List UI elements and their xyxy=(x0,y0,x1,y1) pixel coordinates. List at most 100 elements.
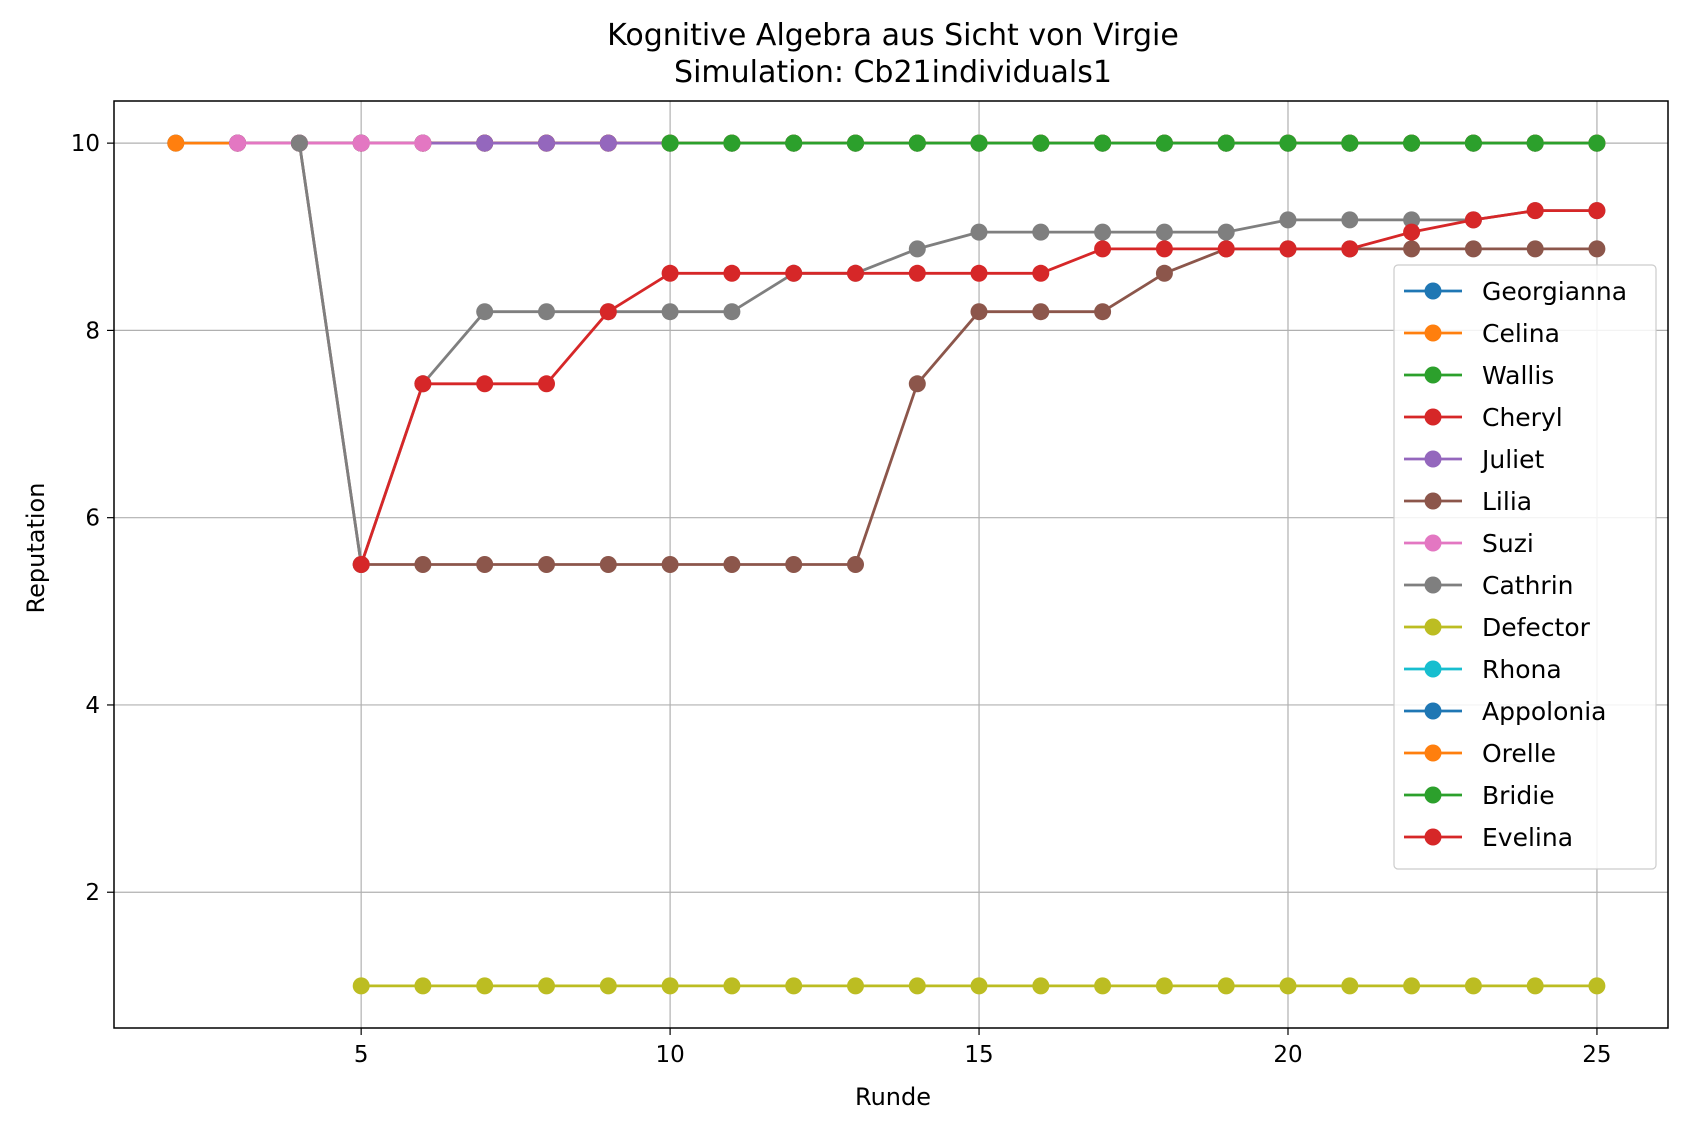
legend-label: Rhona xyxy=(1482,655,1562,684)
data-point-defector xyxy=(1279,977,1297,995)
data-point-suzi xyxy=(352,134,370,152)
legend-entry-suzi: Suzi xyxy=(1404,529,1534,558)
chart-title: Kognitive Algebra aus Sicht von Virgie xyxy=(607,18,1179,53)
legend-entry-lilia: Lilia xyxy=(1404,487,1532,516)
legend-label: Wallis xyxy=(1482,361,1554,390)
data-point-bridie xyxy=(1094,134,1112,152)
data-point-evelina xyxy=(1155,240,1173,258)
data-point-lilia xyxy=(476,556,494,573)
data-point-evelina xyxy=(414,375,432,393)
data-point-defector xyxy=(785,977,803,995)
data-point-defector xyxy=(1526,977,1544,995)
data-point-defector xyxy=(1217,977,1235,995)
legend-entry-defector: Defector xyxy=(1404,613,1591,642)
data-point-lilia xyxy=(1155,264,1173,282)
legend-marker xyxy=(1424,618,1442,636)
data-point-evelina xyxy=(1403,223,1421,241)
data-point-cathrin xyxy=(1403,211,1421,229)
series-bridie xyxy=(661,134,1606,152)
legend: Georgianna Celina Wallis Cheryl Juliet Lilia S… xyxy=(1393,264,1657,870)
legend-marker xyxy=(1424,366,1442,384)
data-point-bridie xyxy=(1403,134,1421,152)
legend-entry-juliet: Juliet xyxy=(1404,445,1544,474)
data-point-cathrin xyxy=(1279,211,1297,229)
data-point-defector xyxy=(970,977,988,995)
data-point-defector xyxy=(599,977,617,995)
legend-marker xyxy=(1424,408,1442,426)
data-point-evelina xyxy=(661,264,679,282)
data-point-juliet xyxy=(538,134,555,152)
data-point-cathrin xyxy=(538,303,555,321)
legend-entry-georgianna: Georgianna xyxy=(1404,277,1627,306)
plot-series xyxy=(167,134,1606,995)
data-point-bridie xyxy=(908,134,926,152)
data-point-cathrin xyxy=(723,303,741,321)
y-tick-label: 6 xyxy=(85,506,100,532)
series-evelina xyxy=(352,202,1606,573)
data-point-bridie xyxy=(1464,134,1482,152)
data-point-defector xyxy=(908,977,926,995)
legend-entry-evelina: Evelina xyxy=(1404,823,1573,852)
y-tick-label: 10 xyxy=(71,131,100,157)
y-tick-label: 4 xyxy=(85,693,100,719)
data-point-evelina xyxy=(908,264,926,282)
data-point-cathrin xyxy=(1341,211,1359,229)
legend-marker xyxy=(1424,576,1442,594)
data-point-cathrin xyxy=(290,134,308,152)
data-point-evelina xyxy=(1217,240,1235,258)
data-point-bridie xyxy=(1217,134,1235,152)
data-point-defector xyxy=(414,977,432,995)
data-point-evelina xyxy=(723,264,741,282)
data-point-evelina xyxy=(599,303,617,321)
data-point-defector xyxy=(476,977,494,995)
legend-label: Bridie xyxy=(1482,781,1555,810)
data-point-defector xyxy=(352,977,370,995)
legend-marker xyxy=(1424,660,1442,678)
legend-marker xyxy=(1424,324,1442,342)
data-point-evelina xyxy=(476,375,494,393)
series-line-lilia xyxy=(298,142,1597,566)
data-point-defector xyxy=(1094,977,1112,995)
legend-entry-bridie: Bridie xyxy=(1404,781,1555,810)
data-point-cathrin xyxy=(1032,223,1050,241)
data-point-lilia xyxy=(1032,303,1050,321)
data-point-lilia xyxy=(847,556,864,573)
data-point-evelina xyxy=(1341,240,1359,258)
legend-label: Cathrin xyxy=(1482,571,1574,600)
legend-label: Evelina xyxy=(1482,823,1573,852)
data-point-defector xyxy=(1464,977,1482,995)
legend-label: Georgianna xyxy=(1482,277,1627,306)
data-point-bridie xyxy=(970,134,988,152)
data-point-lilia xyxy=(414,556,432,573)
legend-label: Defector xyxy=(1482,613,1591,642)
legend-marker xyxy=(1424,450,1442,468)
data-point-evelina xyxy=(1588,202,1606,220)
chart-subtitle: Simulation: Cb21individuals1 xyxy=(674,55,1112,90)
data-point-cathrin xyxy=(661,303,679,321)
data-point-lilia xyxy=(1403,240,1421,258)
data-point-cathrin xyxy=(970,223,988,241)
data-point-bridie xyxy=(1279,134,1297,152)
data-point-bridie xyxy=(847,134,864,152)
legend-label: Cheryl xyxy=(1482,403,1563,432)
data-point-lilia xyxy=(1588,240,1606,258)
x-tick-label: 20 xyxy=(1273,1042,1302,1068)
data-point-lilia xyxy=(970,303,988,321)
legend-entry-rhona: Rhona xyxy=(1404,655,1562,684)
data-point-defector xyxy=(723,977,741,995)
legend-marker xyxy=(1424,744,1442,762)
data-point-cathrin xyxy=(908,240,926,258)
data-point-evelina xyxy=(1526,202,1544,220)
legend-label: Celina xyxy=(1482,319,1560,348)
data-point-cathrin xyxy=(476,303,494,321)
legend-label: Orelle xyxy=(1482,739,1556,768)
data-point-evelina xyxy=(1464,211,1482,229)
x-tick-label: 10 xyxy=(655,1042,684,1068)
plot-frame xyxy=(113,100,1669,1029)
data-point-evelina xyxy=(785,264,803,282)
data-point-evelina xyxy=(538,375,555,393)
data-point-lilia xyxy=(661,556,679,573)
legend-entry-wallis: Wallis xyxy=(1404,361,1554,390)
data-point-defector xyxy=(847,977,864,995)
data-point-evelina xyxy=(352,556,370,573)
